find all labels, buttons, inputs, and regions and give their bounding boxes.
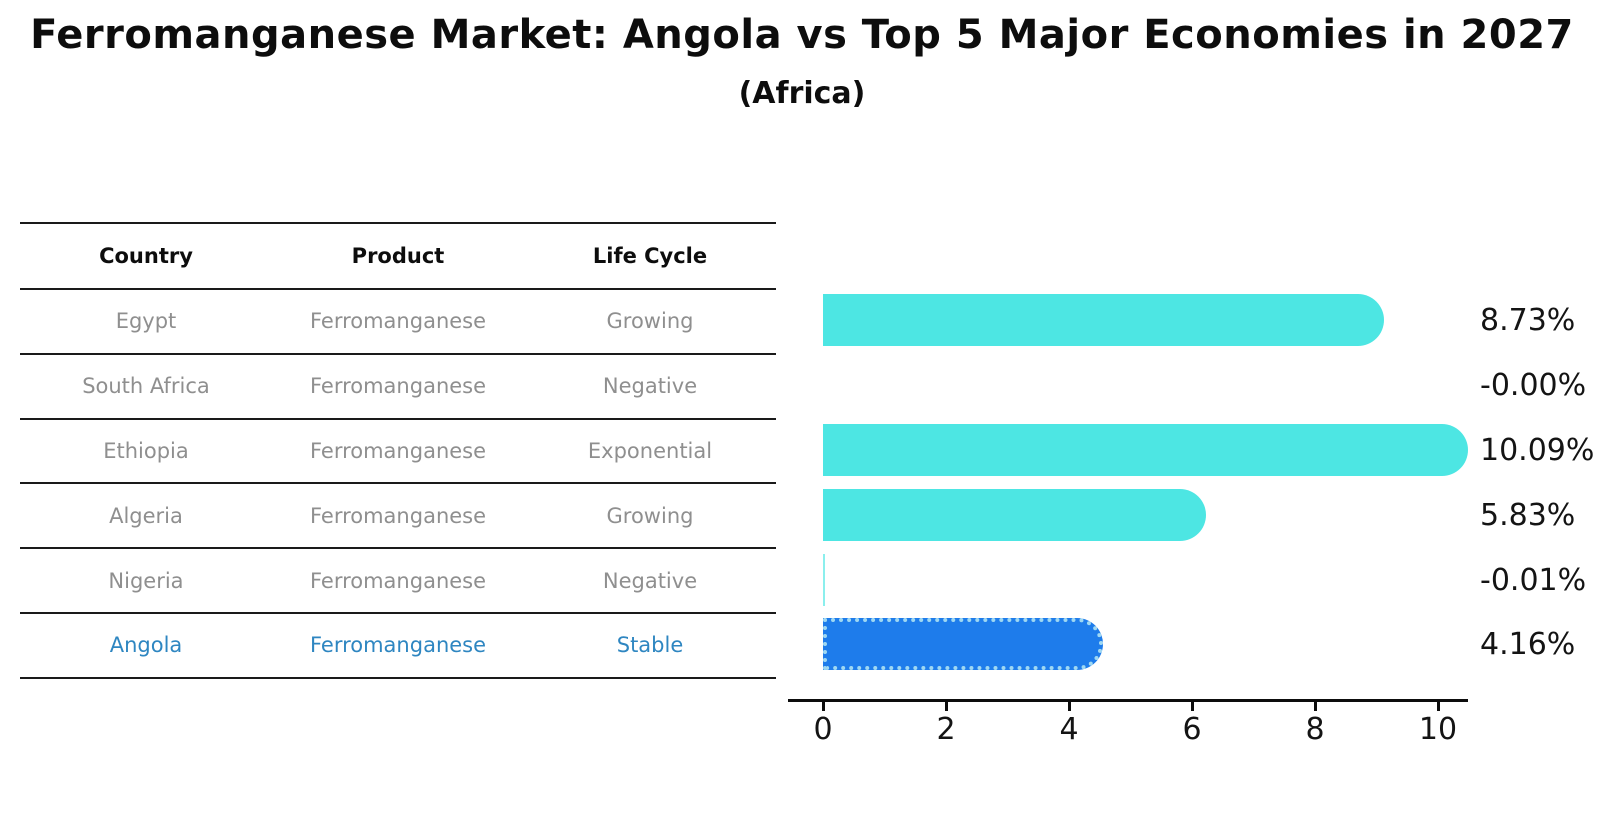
bar-angola <box>823 618 1103 670</box>
x-tick-mark-2 <box>944 702 948 711</box>
table-header-row: Country Product Life Cycle <box>20 224 776 290</box>
cell-country: Egypt <box>115 309 177 334</box>
x-tick-mark-6 <box>1190 702 1194 711</box>
x-tick-label-2: 2 <box>936 712 956 747</box>
x-tick-mark-10 <box>1436 702 1440 711</box>
x-tick-mark-0 <box>821 702 825 711</box>
table-row-south-africa: South Africa Ferromanganese Negative <box>20 355 776 420</box>
cell-product: Ferromanganese <box>309 568 487 593</box>
table-row-nigeria: Nigeria Ferromanganese Negative <box>20 549 776 614</box>
cell-country: Angola <box>109 633 183 658</box>
cell-product: Ferromanganese <box>309 633 487 658</box>
market-table: Country Product Life Cycle Egypt Ferroman… <box>20 222 776 679</box>
value-label-algeria: 5.83% <box>1480 498 1576 533</box>
x-axis-line <box>788 699 1468 702</box>
value-label-nigeria: -0.01% <box>1480 563 1587 598</box>
cell-life-cycle: Exponential <box>587 438 713 463</box>
bar-egypt <box>823 294 1384 346</box>
table-row-algeria: Algeria Ferromanganese Growing <box>20 484 776 550</box>
table-body: Egypt Ferromanganese Growing South Africa Fe… <box>20 290 776 679</box>
cell-country: Nigeria <box>108 568 184 593</box>
x-tick-label-6: 6 <box>1182 712 1202 747</box>
cell-country: Algeria <box>109 503 183 528</box>
cell-life-cycle: Stable <box>616 633 684 658</box>
value-label-angola: 4.16% <box>1480 627 1576 662</box>
cell-life-cycle: Negative <box>602 374 698 399</box>
chart-title: Ferromanganese Market: Angola vs Top 5 M… <box>30 12 1574 58</box>
table-row-egypt: Egypt Ferromanganese Growing <box>20 290 776 355</box>
value-label-egypt: 8.73% <box>1480 303 1576 338</box>
header-country: Country <box>99 244 193 268</box>
chart-subtitle: (Africa) <box>738 76 866 111</box>
cell-product: Ferromanganese <box>309 438 487 463</box>
cell-life-cycle: Growing <box>606 503 694 528</box>
cell-country: Ethiopia <box>103 438 189 463</box>
x-tick-label-10: 10 <box>1418 712 1458 747</box>
x-tick-label-0: 0 <box>813 712 833 747</box>
cell-country: South Africa <box>82 374 210 399</box>
cell-product: Ferromanganese <box>309 503 487 528</box>
x-tick-mark-4 <box>1067 702 1071 711</box>
header-product: Product <box>351 244 445 268</box>
cell-product: Ferromanganese <box>309 309 487 334</box>
value-label-south-africa: -0.00% <box>1480 368 1587 403</box>
bar-nigeria <box>823 554 825 606</box>
x-tick-label-8: 8 <box>1305 712 1325 747</box>
header-life-cycle: Life Cycle <box>592 244 708 268</box>
cell-product: Ferromanganese <box>309 374 487 399</box>
x-tick-mark-8 <box>1313 702 1317 711</box>
bar-algeria <box>823 489 1206 541</box>
table-row-ethiopia: Ethiopia Ferromanganese Exponential <box>20 420 776 485</box>
bar-ethiopia <box>823 424 1468 476</box>
cell-life-cycle: Negative <box>602 568 698 593</box>
value-label-ethiopia: 10.09% <box>1480 433 1595 468</box>
cell-life-cycle: Growing <box>606 309 694 334</box>
table-row-angola: Angola Ferromanganese Stable <box>20 614 776 679</box>
x-tick-label-4: 4 <box>1059 712 1079 747</box>
